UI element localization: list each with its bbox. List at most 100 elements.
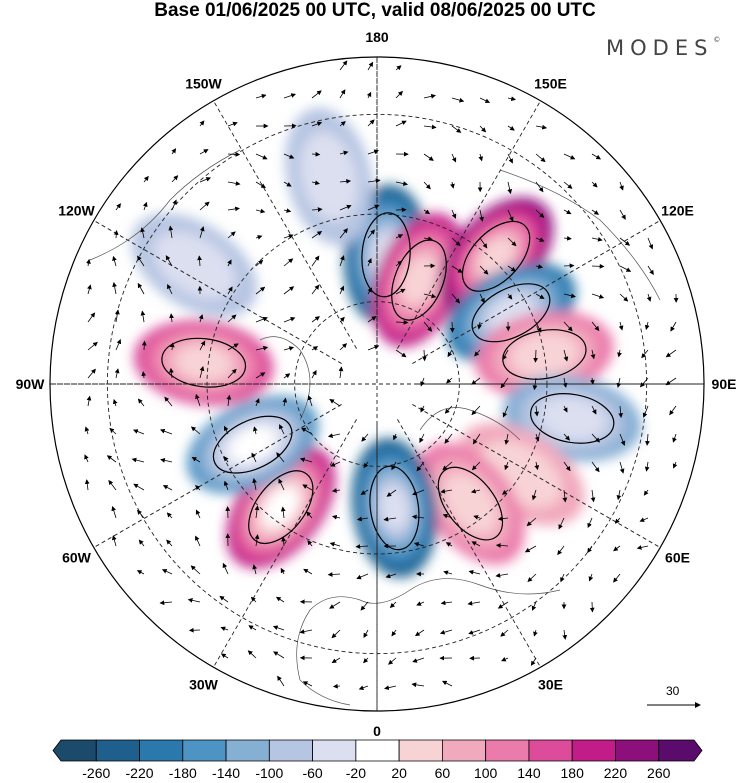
- map-title: Base 01/06/2025 00 UTC, valid 08/06/2025…: [154, 0, 596, 21]
- wind-arrow: [84, 426, 90, 435]
- contour-line: [212, 415, 293, 474]
- wind-arrow: [222, 562, 229, 575]
- wind-arrow: [255, 372, 266, 379]
- wind-arrow: [386, 489, 397, 497]
- wind-arrow: [109, 427, 117, 435]
- wind-arrow: [169, 342, 175, 351]
- wind-arrow: [311, 230, 323, 239]
- wind-arrow: [339, 150, 349, 156]
- wind-arrow: [535, 181, 544, 193]
- height-anomaly-field: [131, 107, 642, 578]
- wind-arrow: [302, 681, 313, 687]
- wind-arrow: [479, 293, 485, 304]
- wind-arrow: [478, 153, 484, 162]
- wind-arrow: [367, 316, 377, 323]
- wind-arrow: [195, 535, 201, 547]
- colorbar-tick-label: -260: [82, 765, 111, 781]
- wind-arrow: [388, 657, 397, 665]
- wind-arrow: [255, 345, 269, 351]
- wind-arrow: [227, 206, 240, 212]
- wind-arrow: [558, 517, 565, 530]
- colorbar-swatch: [615, 739, 660, 762]
- wind-arrow: [311, 346, 319, 351]
- wind-arrow: [591, 321, 600, 332]
- wind-arrow: [534, 433, 540, 442]
- wind-arrow: [339, 204, 352, 211]
- wind-arrow: [168, 225, 174, 239]
- colorbar-tick-label: -220: [125, 765, 154, 781]
- wind-arrow: [363, 629, 369, 639]
- anomaly-level: [229, 426, 277, 463]
- wind-arrow: [471, 405, 481, 416]
- wind-arrow: [502, 349, 509, 361]
- colorbar-swatch: [485, 739, 530, 762]
- wind-arrow: [563, 181, 573, 189]
- wind-arrow: [87, 341, 98, 351]
- wind-arrow: [451, 125, 462, 133]
- wind-arrow: [191, 456, 201, 463]
- wind-arrow: [251, 452, 257, 463]
- wind-arrow: [479, 237, 488, 249]
- wind-arrow: [535, 153, 546, 163]
- wind-arrow: [114, 368, 120, 379]
- wind-arrow: [646, 293, 652, 302]
- longitude-label: 120W: [58, 203, 95, 219]
- wind-arrow: [199, 226, 205, 239]
- wind-arrow: [199, 201, 210, 211]
- wind-arrow: [670, 321, 677, 332]
- contour-line: [461, 220, 531, 292]
- wind-arrow: [619, 265, 632, 272]
- wind-arrow: [227, 286, 233, 295]
- wind-arrow: [451, 265, 463, 273]
- wind-arrow: [639, 517, 649, 522]
- wind-arrow: [199, 177, 211, 183]
- colorbar-swatch: [312, 739, 357, 762]
- wind-arrow: [450, 181, 455, 189]
- colorbar-swatch: [441, 739, 487, 762]
- wind-arrow: [411, 682, 425, 688]
- wind-arrow: [385, 573, 397, 579]
- wind-arrow: [255, 235, 263, 240]
- wind-arrow: [641, 349, 649, 359]
- meridian-line: [206, 89, 357, 349]
- wind-arrow: [255, 181, 266, 189]
- wind-arrow: [507, 125, 515, 131]
- wind-arrow: [389, 601, 397, 608]
- wind-arrow: [195, 484, 201, 491]
- brand-mark: ©: [713, 36, 721, 44]
- wind-arrow: [507, 153, 513, 164]
- wind-arrow: [497, 601, 509, 609]
- wind-arrow: [141, 340, 147, 351]
- wind-arrow: [669, 405, 677, 416]
- wind-arrow: [227, 231, 236, 239]
- wind-arrow: [563, 293, 576, 299]
- meridian-line: [412, 404, 672, 555]
- wind-arrow: [161, 569, 173, 575]
- anomaly-contours: [161, 212, 615, 551]
- wind-arrow: [591, 153, 602, 160]
- wind-vectors: [84, 60, 679, 691]
- wind-arrow: [226, 394, 232, 407]
- contour-line: [530, 393, 615, 444]
- wind-arrow: [171, 148, 177, 155]
- wind-arrow: [535, 293, 545, 299]
- wind-arrow: [280, 567, 286, 575]
- wind-arrow: [86, 395, 92, 407]
- wind-arrow: [140, 310, 146, 323]
- wind-arrow: [112, 255, 117, 267]
- wind-arrow: [283, 373, 291, 379]
- wind-arrow: [339, 89, 346, 99]
- contour-line: [369, 465, 420, 551]
- wind-arrow: [591, 293, 605, 299]
- wind-arrow: [421, 349, 427, 362]
- wind-arrow: [479, 209, 484, 222]
- wind-arrow: [619, 461, 625, 474]
- wind-arrow: [444, 433, 453, 444]
- colorbar-tick-label: 220: [603, 765, 628, 781]
- wind-arrow: [87, 284, 92, 295]
- contour-line: [361, 212, 411, 298]
- colorbar-swatch: [182, 739, 227, 762]
- wind-arrow: [166, 539, 173, 547]
- wind-arrow: [311, 90, 322, 99]
